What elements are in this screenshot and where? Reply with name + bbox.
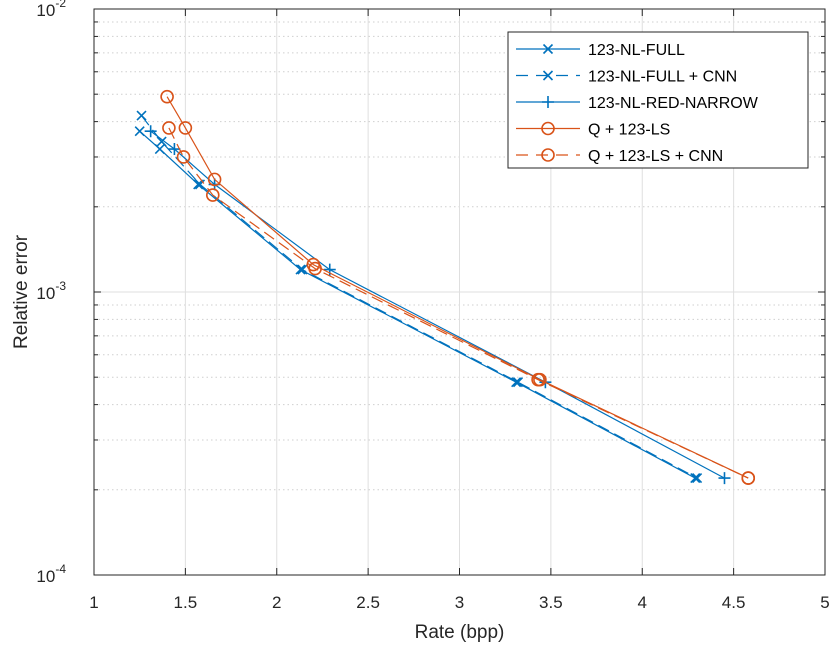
x-tick-label: 3.5	[539, 593, 563, 612]
legend-marker	[542, 96, 554, 108]
series-q-123-ls-cnn	[162, 121, 756, 485]
data-point	[136, 110, 147, 121]
legend-marker	[542, 70, 554, 81]
legend-marker	[541, 121, 555, 136]
legend-label: Q + 123-LS + CNN	[588, 148, 723, 165]
data-point	[176, 150, 191, 164]
series-123-nl-full	[134, 126, 701, 484]
data-point	[512, 377, 524, 388]
data-point	[134, 126, 145, 137]
data-point	[308, 261, 322, 276]
x-tick-label: 4	[638, 593, 647, 612]
legend: 123-NL-FULL 123-NL-FULL + CNN 123-NL-RED-N…	[507, 31, 809, 169]
data-point	[162, 121, 176, 135]
legend-marker	[542, 43, 554, 55]
legend-label: 123-NL-FULL + CNN	[588, 69, 737, 86]
x-tick-label: 5	[820, 593, 829, 612]
y-tick-labels: 10-4 10-3 10-2	[36, 0, 66, 586]
x-tick-label: 3	[455, 593, 464, 612]
legend-marker	[541, 148, 555, 162]
data-point	[718, 472, 731, 485]
data-point	[178, 121, 193, 135]
y-tick-label: 10-3	[36, 279, 66, 303]
data-point	[531, 372, 545, 387]
x-tick-label: 2	[272, 593, 281, 612]
legend-label: 123-NL-RED-NARROW	[588, 95, 759, 112]
data-point	[168, 143, 181, 156]
data-point	[295, 264, 306, 275]
legend-box	[507, 31, 809, 169]
y-tick-label: 10-2	[36, 0, 66, 20]
data-point	[741, 471, 756, 485]
data-point	[154, 143, 165, 155]
x-tick-label: 1	[89, 593, 98, 612]
data-point	[207, 172, 222, 187]
legend-label: Q + 123-LS	[588, 122, 670, 139]
y-axis-label: Relative error	[11, 234, 32, 349]
data-point	[692, 473, 703, 484]
data-point	[156, 136, 167, 147]
data-point	[297, 264, 308, 275]
x-tick-label: 1.5	[174, 593, 198, 612]
x-tick-label: 4.5	[722, 593, 746, 612]
series-layer	[134, 89, 756, 485]
data-point	[205, 188, 220, 202]
legend-label: 123-NL-FULL	[588, 42, 685, 59]
data-point	[144, 125, 157, 138]
x-tick-label: 2.5	[356, 593, 380, 612]
y-tick-label: 10-4	[36, 562, 66, 586]
data-point	[690, 473, 701, 484]
data-point	[160, 89, 174, 104]
axis-ticks	[93, 8, 826, 576]
series-line	[150, 130, 725, 479]
x-axis-label: Rate (bpp)	[415, 622, 505, 643]
x-tick-labels: 1 1.5 2 2.5 3 3.5 4 4.5 5	[89, 593, 829, 612]
data-point	[193, 179, 204, 190]
